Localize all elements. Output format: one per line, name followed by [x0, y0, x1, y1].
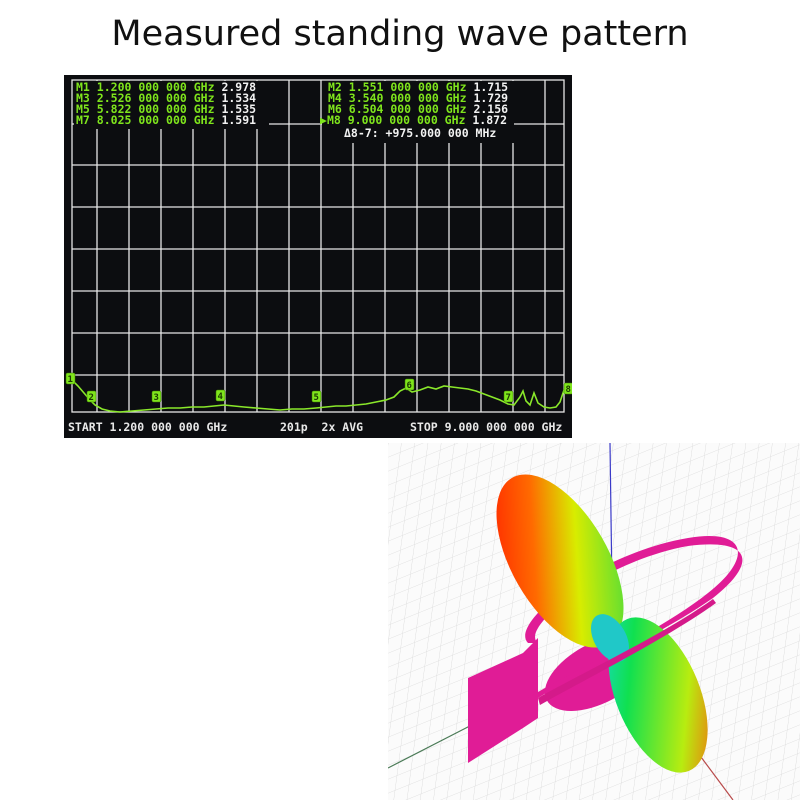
marker-readout-m6: M6 6.504 000 000 GHz 2.156: [328, 102, 509, 116]
stop-frequency: STOP 9.000 000 000 GHz: [410, 420, 563, 434]
vna-grid: 1 2 3 4 5 6 7 8: [65, 79, 572, 413]
delta-readout: Δ8-7: +975.000 000 MHz: [344, 126, 497, 140]
marker-flag-1: 1: [65, 372, 76, 385]
svg-text:7: 7: [506, 393, 511, 403]
svg-text:2: 2: [89, 393, 94, 403]
radiation-pattern-3d: [388, 443, 800, 800]
svg-text:5: 5: [314, 393, 319, 403]
marker-flag-3: 3: [151, 390, 162, 403]
marker-readout-m3: M3 2.526 000 000 GHz 1.534: [76, 91, 257, 105]
marker-readout-m5: M5 5.822 000 000 GHz 1.535: [76, 102, 257, 116]
marker-readout-m2: M2 1.551 000 000 GHz 1.715: [328, 80, 509, 94]
x-axis: [697, 752, 734, 800]
marker-flag-6: 6: [404, 378, 415, 391]
marker-flag-7: 7: [503, 390, 514, 403]
svg-text:4: 4: [218, 392, 224, 402]
marker-flag-2: 2: [86, 390, 97, 403]
marker-readout-m1: M1 1.200 000 000 GHz 2.978: [76, 80, 257, 94]
svg-text:1: 1: [68, 375, 73, 385]
marker-flag-5: 5: [311, 390, 322, 403]
page-title: Measured standing wave pattern: [111, 14, 689, 54]
vswr-trace: [71, 379, 569, 413]
marker-readout-m8: ▶M8 9.000 000 000 GHz 1.872: [320, 113, 507, 127]
main-lobe-upper: [496, 474, 624, 648]
svg-text:6: 6: [407, 381, 412, 391]
marker-readout-m7: M7 8.025 000 000 GHz 1.591: [76, 113, 257, 127]
svg-text:3: 3: [154, 393, 159, 403]
sweep-status-bar: START 1.200 000 000 GHz 201p 2x AVG STOP…: [64, 415, 572, 438]
active-marker-arrow-icon: ▶: [320, 113, 327, 127]
points-avg: 201p 2x AVG: [280, 420, 364, 434]
marker-flag-8: 8: [563, 382, 572, 395]
main-lobe-lower: [608, 617, 708, 773]
start-frequency: START 1.200 000 000 GHz: [68, 420, 228, 434]
svg-text:8: 8: [566, 385, 571, 395]
marker-flag-4: 4: [215, 389, 226, 402]
vna-screen: 1 2 3 4 5 6 7 8 M1 1.200 000 000 GHz 2.9…: [64, 75, 572, 438]
marker-readout-m4: M4 3.540 000 000 GHz 1.729: [328, 91, 509, 105]
